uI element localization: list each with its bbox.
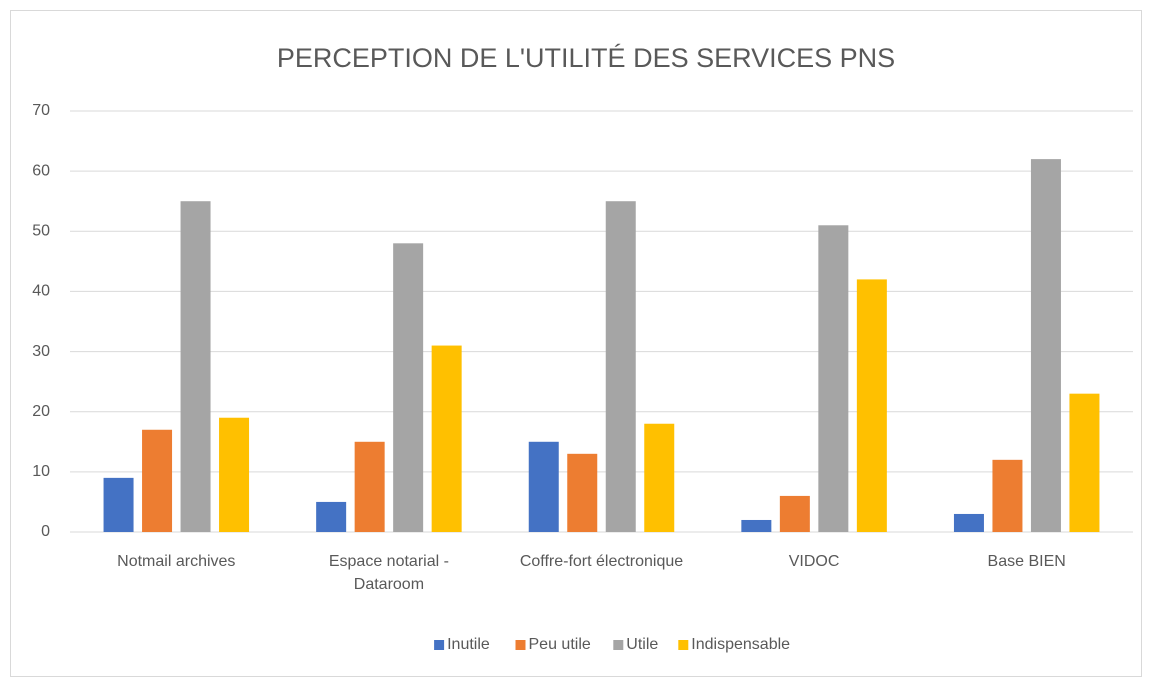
- bar: [1069, 393, 1100, 532]
- bar: [605, 201, 636, 532]
- chart-title: PERCEPTION DE L'UTILITÉ DES SERVICES PNS: [277, 43, 895, 73]
- legend-label: Inutile: [447, 636, 490, 653]
- bar: [741, 519, 772, 532]
- bar: [103, 477, 134, 532]
- legend-label: Utile: [626, 636, 658, 653]
- x-tick-label: Coffre-fort électronique: [519, 553, 684, 570]
- bar: [393, 243, 424, 533]
- bar: [354, 441, 385, 532]
- legend-swatch: [515, 640, 526, 650]
- chart-border: [10, 10, 1142, 677]
- y-tick-label: 0: [41, 523, 50, 540]
- legend-swatch: [678, 640, 689, 650]
- bar: [528, 441, 559, 532]
- y-tick-label: 60: [32, 162, 50, 179]
- bar: [779, 495, 810, 532]
- x-tick-label: VIDOC: [788, 553, 840, 570]
- bar: [818, 225, 849, 532]
- legend-label: Indispensable: [691, 636, 790, 653]
- legend-label: Peu utile: [529, 636, 591, 653]
- bar: [180, 201, 211, 532]
- y-tick-label: 20: [32, 403, 50, 420]
- y-tick-label: 70: [32, 102, 50, 119]
- legend-swatch: [613, 640, 624, 650]
- x-tick-label: Espace notarial - Dataroom: [328, 553, 449, 593]
- x-tick-label: Notmail archives: [117, 553, 236, 570]
- bar: [1030, 159, 1061, 532]
- bar: [316, 501, 347, 532]
- bar: [142, 429, 173, 532]
- y-tick-label: 30: [32, 343, 50, 360]
- bar: [567, 453, 598, 532]
- x-tick-label: Base BIEN: [987, 553, 1066, 570]
- y-tick-label: 40: [32, 283, 50, 300]
- bar: [431, 345, 462, 532]
- bar: [953, 513, 984, 532]
- bar: [856, 279, 887, 532]
- legend-swatch: [434, 640, 445, 650]
- y-tick-label: 10: [32, 463, 50, 480]
- y-tick-label: 50: [32, 223, 50, 240]
- bar: [219, 417, 250, 532]
- bar: [992, 459, 1023, 532]
- bar: [644, 423, 675, 532]
